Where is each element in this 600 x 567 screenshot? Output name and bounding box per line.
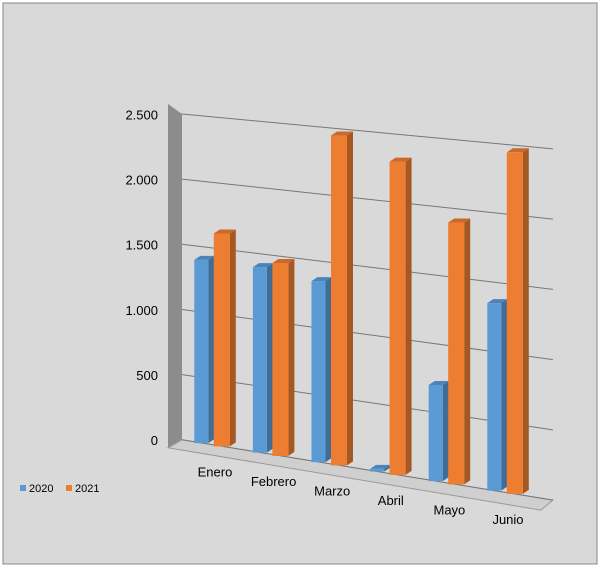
bar-top [389,157,412,162]
bar [487,299,508,491]
bar-side [325,277,332,463]
x-tick-label: Febrero [251,474,297,489]
x-tick-label: Junio [492,512,523,527]
bar-top [194,255,215,260]
bar-top [330,131,353,136]
bar-side [522,148,529,494]
bar-front [428,385,443,482]
y-tick-label: 1.000 [125,303,158,318]
bar-side [405,157,412,475]
bar-front [272,263,289,456]
bar [213,229,236,447]
bar [506,148,529,494]
bar-front [389,161,406,475]
bar-side [229,229,236,447]
x-tick-label: Mayo [434,502,466,517]
bar-front [506,152,523,494]
legend: 2020 2021 [20,483,99,495]
y-tick-label: 1.500 [125,238,158,253]
bar-side [501,299,508,491]
bar-front [194,259,209,444]
legend-swatch [20,485,26,491]
bar-top [487,299,508,304]
bar-side [464,218,471,485]
y-tick-label: 0 [151,433,158,448]
bar-front [252,267,267,453]
legend-label: 2020 [29,483,53,495]
bar-front [370,468,385,472]
bar [311,277,332,463]
bar-side [384,464,391,472]
bar-top [311,277,332,282]
y-tick-label: 2.000 [125,173,158,188]
grid-line [181,243,553,290]
bar [428,381,449,482]
bar-top [428,381,449,386]
bar [252,263,273,453]
grid-line [181,178,553,220]
bar-front [448,222,465,485]
y-tick-label: 500 [136,368,158,383]
legend-label: 2021 [75,483,99,495]
x-tick-label: Enero [198,464,233,479]
bar [370,464,391,472]
grid-line [181,113,553,150]
bar [389,157,412,475]
bar-top [272,259,295,264]
bar-front [213,233,230,447]
x-tick-label: Marzo [314,483,350,498]
bar-side [288,259,295,456]
bar [194,255,215,444]
y-tick-label: 2.500 [125,107,158,122]
bar-top [213,229,236,234]
x-tick-label: Abril [378,493,404,508]
bar-front [330,135,347,466]
bar-front [311,281,326,463]
bar-side [266,263,273,453]
bar-top [370,464,391,469]
bar-top [506,148,529,153]
bar-top [252,263,273,268]
legend-swatch [66,485,72,491]
bar-side [208,255,215,444]
bar [272,259,295,456]
bar [330,131,353,466]
bar-front [487,303,502,491]
bar-side [346,131,353,466]
bar-side [442,381,449,482]
bar-top [448,218,471,223]
bar [448,218,471,485]
side-wall [168,103,182,448]
